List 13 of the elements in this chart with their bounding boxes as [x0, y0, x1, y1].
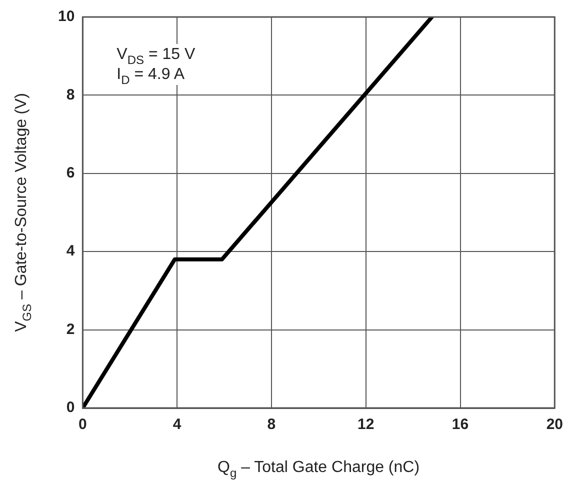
- y-axis-title: VGS – Gate-to-Source Voltage (V): [13, 93, 34, 332]
- x-tick-label: 8: [267, 416, 276, 434]
- x-tick-label: 20: [546, 416, 563, 434]
- x-tick-label: 4: [172, 416, 182, 434]
- y-tick-label: 6: [66, 164, 75, 182]
- y-tick-label: 2: [66, 320, 75, 338]
- y-tick-label: 0: [66, 399, 75, 416]
- x-tick-label: 12: [358, 416, 374, 434]
- y-tick-label: 8: [66, 86, 75, 104]
- x-tick-label: 16: [452, 416, 469, 434]
- x-tick-label: 0: [78, 416, 87, 434]
- y-tick-label: 10: [58, 8, 75, 26]
- y-tick-label: 4: [66, 242, 76, 260]
